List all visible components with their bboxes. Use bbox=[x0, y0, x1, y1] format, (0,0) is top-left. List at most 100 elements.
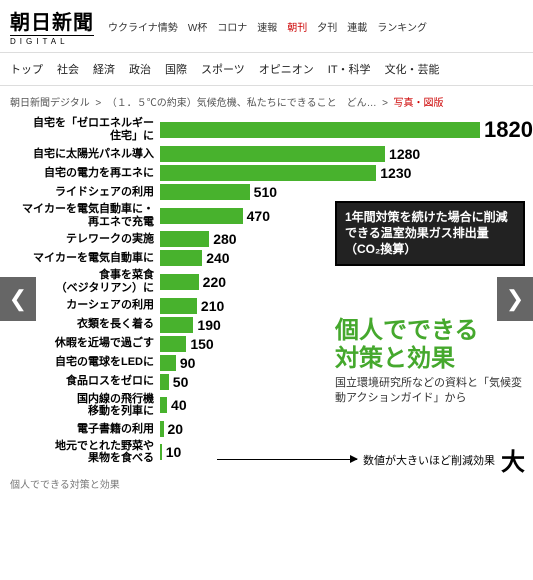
top-nav-item[interactable]: コロナ bbox=[217, 19, 247, 34]
site-header: 朝日新聞 DIGITAL ウクライナ情勢 W杯コロナ速報朝刊夕刊連載ランキング bbox=[0, 0, 533, 53]
bar-cell: 210 bbox=[160, 298, 523, 314]
chart-rows: 自宅を「ゼロエネルギー住宅」に1820kg 自宅に太陽光パネル導入 1280 自宅の電… bbox=[10, 117, 523, 465]
bar-value: 280 bbox=[213, 231, 236, 247]
bar-value: 40 bbox=[171, 397, 187, 413]
bar bbox=[160, 298, 197, 314]
bar bbox=[160, 421, 164, 437]
main-nav-item[interactable]: 国際 bbox=[165, 61, 187, 77]
overlay-subtitle: 国立環境研究所などの資料と「気候変動アクションガイド」から bbox=[335, 376, 525, 406]
effect-text: 数値が大きいほど削減効果 bbox=[363, 452, 495, 468]
row-label: テレワークの実施 bbox=[10, 233, 160, 246]
row-label: 地元でとれた野菜や果物を食べる bbox=[10, 440, 160, 465]
bar-value: 10 bbox=[166, 444, 182, 460]
chevron-left-icon: ❮ bbox=[9, 286, 27, 312]
row-label: マイカーを電気自動車に bbox=[10, 252, 160, 265]
main-nav-item[interactable]: 文化・芸能 bbox=[385, 61, 440, 77]
logo-sub: DIGITAL bbox=[10, 35, 94, 46]
chart-row: 自宅に太陽光パネル導入 1280 bbox=[10, 146, 523, 162]
bar-value: 1820kg bbox=[484, 117, 533, 143]
main-nav-item[interactable]: 政治 bbox=[129, 61, 151, 77]
bar bbox=[160, 208, 243, 224]
effect-big-char: 大 bbox=[501, 442, 525, 477]
main-nav: トップ社会経済政治国際スポーツオピニオン IT・科学文化・芸能 bbox=[0, 53, 533, 86]
bar-cell: 1820kg bbox=[160, 117, 533, 143]
main-nav-item[interactable]: トップ bbox=[10, 61, 43, 77]
top-nav-item[interactable]: W杯 bbox=[188, 19, 207, 34]
row-label: 電子書籍の利用 bbox=[10, 423, 160, 436]
overlay-title-line1: 個人でできる bbox=[335, 317, 525, 345]
row-label: マイカーを電気自動車に・再エネで充電 bbox=[10, 203, 160, 228]
bar bbox=[160, 146, 385, 162]
chart-row: 自宅の電力を再エネに 1230 bbox=[10, 165, 523, 181]
prev-image-button[interactable]: ❮ bbox=[0, 277, 36, 321]
top-nav-item[interactable]: 連載 bbox=[347, 19, 367, 34]
row-label: 国内線の飛行機移動を列車に bbox=[10, 393, 160, 418]
bar bbox=[160, 250, 202, 266]
bar-cell: 20 bbox=[160, 421, 523, 437]
row-label: 自宅に太陽光パネル導入 bbox=[10, 148, 160, 161]
top-nav-item[interactable]: 夕刊 bbox=[317, 19, 337, 34]
row-label: 自宅の電球をLEDに bbox=[10, 356, 160, 369]
breadcrumb-part[interactable]: 朝日新聞デジタル bbox=[10, 98, 90, 109]
bar bbox=[160, 355, 176, 371]
bar-cell: 220 bbox=[160, 274, 523, 290]
bar-value: 20 bbox=[168, 421, 184, 437]
bar-value: 150 bbox=[190, 336, 213, 352]
chart-row: 食事を菜食（ベジタリアン）に220 bbox=[10, 269, 523, 294]
overlay-text: 個人でできる 対策と効果 国立環境研究所などの資料と「気候変動アクションガイド」… bbox=[335, 317, 525, 406]
main-nav-item[interactable]: スポーツ bbox=[201, 61, 245, 77]
breadcrumb-current: 写真・図版 bbox=[394, 98, 444, 109]
main-nav-item[interactable]: IT・科学 bbox=[328, 61, 371, 77]
bar-cell: 1230 bbox=[160, 165, 523, 181]
bar bbox=[160, 397, 167, 413]
row-label: 食品ロスをゼロに bbox=[10, 375, 160, 388]
bar bbox=[160, 274, 199, 290]
bar-cell: 510 bbox=[160, 184, 523, 200]
row-label: 自宅を「ゼロエネルギー住宅」に bbox=[10, 117, 160, 142]
chart-container: 自宅を「ゼロエネルギー住宅」に1820kg自宅に太陽光パネル導入1280自宅の電… bbox=[0, 117, 533, 465]
top-nav-item[interactable]: ウクライナ情勢 bbox=[108, 19, 178, 34]
bar bbox=[160, 317, 193, 333]
top-nav-item[interactable]: ランキング bbox=[377, 19, 427, 34]
row-label: ライドシェアの利用 bbox=[10, 186, 160, 199]
main-nav-item[interactable]: 経済 bbox=[93, 61, 115, 77]
bar bbox=[160, 184, 250, 200]
bar-value: 190 bbox=[197, 317, 220, 333]
chart-row: カーシェアの利用210 bbox=[10, 298, 523, 314]
bar bbox=[160, 122, 480, 138]
top-nav-item[interactable]: 朝刊 bbox=[287, 19, 307, 34]
bar-value: 210 bbox=[201, 298, 224, 314]
bar-value: 90 bbox=[180, 355, 196, 371]
next-image-button[interactable]: ❯ bbox=[497, 277, 533, 321]
bar-value: 220 bbox=[203, 274, 226, 290]
logo[interactable]: 朝日新聞 DIGITAL bbox=[10, 6, 94, 46]
row-label: 休暇を近場で過ごす bbox=[10, 337, 160, 350]
bar-value: 510 bbox=[254, 184, 277, 200]
chart-row: 自宅を「ゼロエネルギー住宅」に1820kg bbox=[10, 117, 523, 143]
bar-value: 1280 bbox=[389, 146, 420, 162]
chart-row: ライドシェアの利用 510 bbox=[10, 184, 523, 200]
bar bbox=[160, 444, 162, 460]
bar-value: 50 bbox=[173, 374, 189, 390]
bar-cell: 1280 bbox=[160, 146, 523, 162]
overlay-title-line2: 対策と効果 bbox=[335, 345, 525, 373]
chart-row: 電子書籍の利用 20 bbox=[10, 421, 523, 437]
breadcrumb: 朝日新聞デジタル > （１．５℃の約束）気候危機、私たちにできること どん… >… bbox=[0, 86, 533, 117]
bar bbox=[160, 231, 209, 247]
row-label: 自宅の電力を再エネに bbox=[10, 167, 160, 180]
top-nav-item[interactable]: 速報 bbox=[257, 19, 277, 34]
chevron-right-icon: ❯ bbox=[506, 286, 524, 312]
callout-box: 1年間対策を続けた場合に削減できる温室効果ガス排出量（CO₂換算） bbox=[335, 201, 525, 266]
bar bbox=[160, 165, 376, 181]
bar-value: 470 bbox=[247, 208, 270, 224]
main-nav-item[interactable]: 社会 bbox=[57, 61, 79, 77]
main-nav-item[interactable]: オピニオン bbox=[259, 61, 314, 77]
effect-indicator: 数値が大きいほど削減効果 大 bbox=[217, 442, 525, 477]
top-nav: ウクライナ情勢 W杯コロナ速報朝刊夕刊連載ランキング bbox=[108, 19, 427, 34]
bar-value: 240 bbox=[206, 250, 229, 266]
bar-value: 1230 bbox=[380, 165, 411, 181]
logo-main: 朝日新聞 bbox=[10, 6, 94, 35]
breadcrumb-part[interactable]: （１．５℃の約束）気候危機、私たちにできること どん… bbox=[107, 98, 377, 109]
bar bbox=[160, 374, 169, 390]
bar bbox=[160, 336, 186, 352]
